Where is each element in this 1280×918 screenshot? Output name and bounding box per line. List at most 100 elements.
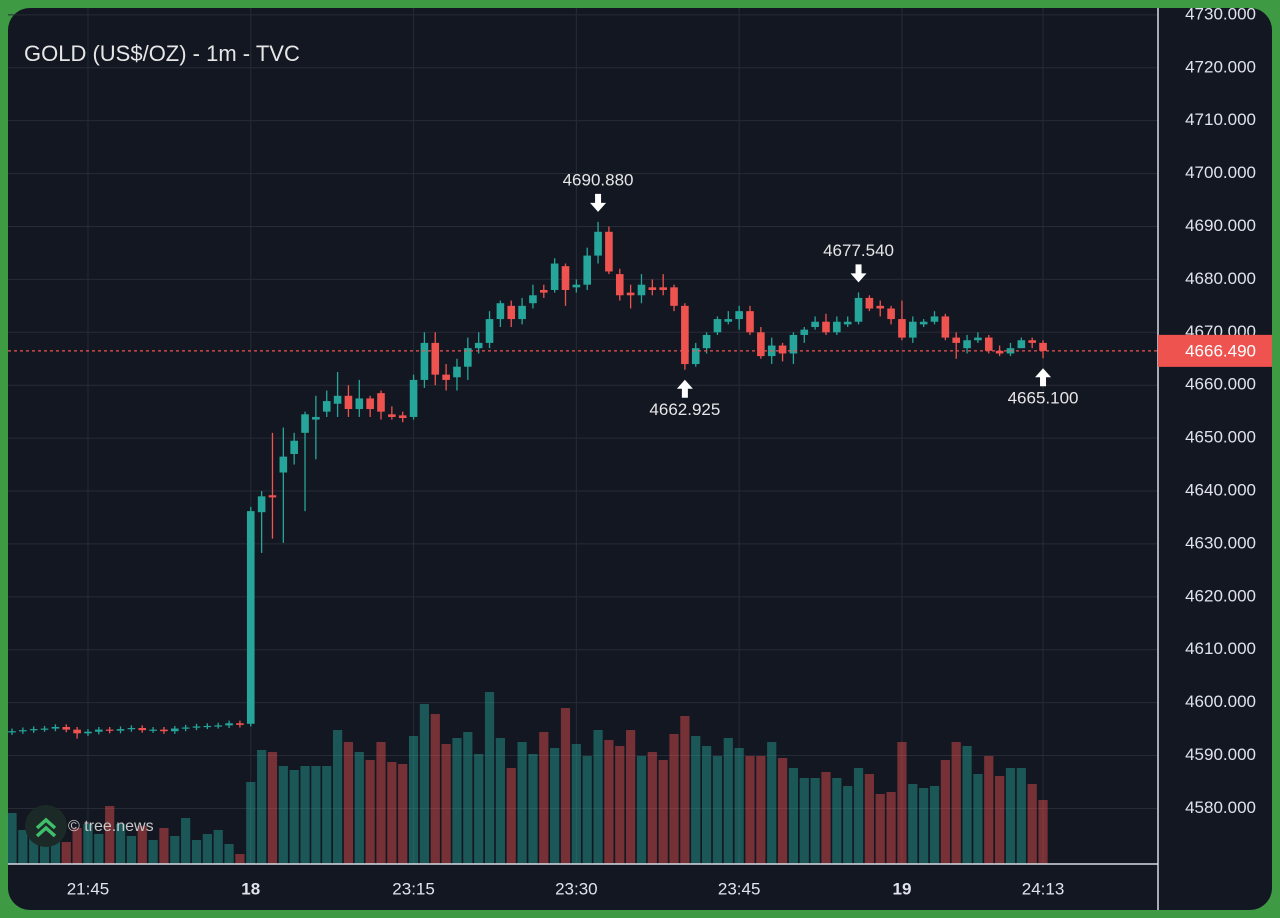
volume-bar: [832, 778, 842, 864]
candle-body: [843, 321, 852, 325]
candle-body: [529, 295, 537, 304]
candle-body: [246, 511, 255, 724]
candle-body: [192, 726, 201, 728]
volume-bar: [181, 818, 191, 864]
candle-body: [40, 728, 49, 730]
candle-body: [333, 395, 342, 404]
y-tick-label: 4690.000: [1185, 216, 1256, 235]
volume-bar: [343, 742, 354, 864]
volume-bar: [7, 813, 17, 864]
last-price-box: [1158, 334, 1272, 367]
candle-body: [496, 303, 505, 320]
volume-bar: [474, 754, 484, 864]
volume-bar: [951, 742, 961, 864]
volume-bar: [550, 748, 560, 864]
volume-bar: [788, 768, 799, 864]
volume-bar: [680, 716, 690, 864]
volume-bar: [83, 824, 93, 864]
volume-bar: [1038, 800, 1048, 864]
volume-bar: [517, 742, 527, 864]
candle-body: [84, 731, 92, 734]
volume-bar: [875, 794, 885, 864]
candle-body: [344, 395, 353, 410]
y-tick-label: 4680.000: [1185, 269, 1256, 288]
y-tick-label: 4590.000: [1185, 745, 1256, 764]
volume-bar: [300, 766, 310, 864]
volume-bar: [1005, 768, 1016, 864]
volume-bar: [853, 768, 864, 864]
candle-body: [19, 730, 27, 732]
candle-body: [366, 398, 374, 410]
annotation-arrow: [1035, 368, 1052, 387]
volume-bar: [72, 828, 82, 864]
y-tick-label: 4730.000: [1185, 4, 1256, 23]
x-tick-label: 23:30: [555, 879, 598, 898]
volume-bar: [615, 746, 625, 864]
volume-bar: [626, 730, 636, 864]
candle-body: [952, 337, 961, 343]
volume-bar: [126, 836, 136, 864]
volume-bar: [29, 838, 39, 864]
volume-bar: [1027, 784, 1037, 864]
watermark-logo: [25, 805, 67, 847]
candle-body: [485, 319, 494, 343]
candle-body: [138, 728, 147, 731]
volume-bar: [408, 736, 419, 864]
volume-bar: [897, 742, 907, 864]
volume-bar: [843, 786, 853, 864]
candle-body: [442, 374, 450, 380]
volume-bar: [452, 738, 462, 864]
volume-bar: [756, 756, 766, 864]
volume-bar: [495, 738, 505, 864]
volume-bar: [246, 782, 256, 864]
candle-body: [214, 725, 223, 727]
candle-body: [659, 287, 667, 290]
volume-bar: [354, 752, 364, 864]
candle-body: [995, 350, 1004, 354]
volume-bar: [919, 788, 929, 864]
candle-body: [420, 342, 429, 380]
volume-bar: [484, 692, 495, 864]
candle-body: [963, 340, 971, 349]
volume-bar: [94, 834, 104, 864]
volume-bar: [105, 806, 115, 864]
candle-body: [268, 495, 277, 498]
candle-body: [735, 311, 743, 320]
volume-bar: [962, 746, 972, 864]
y-tick-label: 4610.000: [1185, 639, 1256, 658]
y-tick-label: 4720.000: [1185, 57, 1256, 76]
candle-body: [615, 274, 624, 296]
candle-body: [1017, 340, 1026, 349]
y-tick-label: 4710.000: [1185, 110, 1256, 129]
volume-bar: [821, 772, 831, 864]
volume-bar: [940, 760, 950, 864]
volume-bar: [712, 756, 723, 864]
volume-bar: [278, 766, 288, 864]
volume-bar: [1016, 768, 1026, 864]
volume-bar: [18, 830, 28, 864]
candle-body: [984, 337, 993, 351]
volume-bar: [669, 734, 679, 864]
volume-bar: [528, 754, 538, 864]
candle-body: [691, 348, 700, 365]
volume-bar: [148, 840, 158, 864]
volume-bar: [441, 744, 451, 864]
volume-bar: [560, 708, 571, 864]
candle-body: [290, 440, 298, 454]
volume-bar: [723, 738, 733, 864]
annotation-label: 4690.880: [563, 170, 634, 189]
candle-body: [974, 337, 982, 341]
candle-body: [225, 723, 233, 726]
volume-bar: [691, 736, 701, 864]
volume-bar: [929, 786, 940, 864]
volume-bar: [995, 776, 1005, 864]
candle-body: [518, 305, 526, 320]
candle-body: [312, 416, 320, 420]
volume-bar: [39, 846, 50, 864]
candle-body: [279, 456, 288, 473]
volume-bar: [973, 774, 983, 864]
y-tick-label: 4640.000: [1185, 481, 1256, 500]
candle-body: [539, 289, 548, 293]
